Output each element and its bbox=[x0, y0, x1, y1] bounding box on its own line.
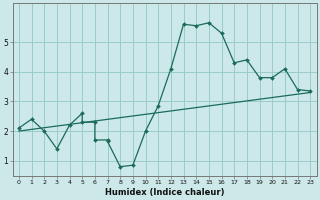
X-axis label: Humidex (Indice chaleur): Humidex (Indice chaleur) bbox=[105, 188, 224, 197]
